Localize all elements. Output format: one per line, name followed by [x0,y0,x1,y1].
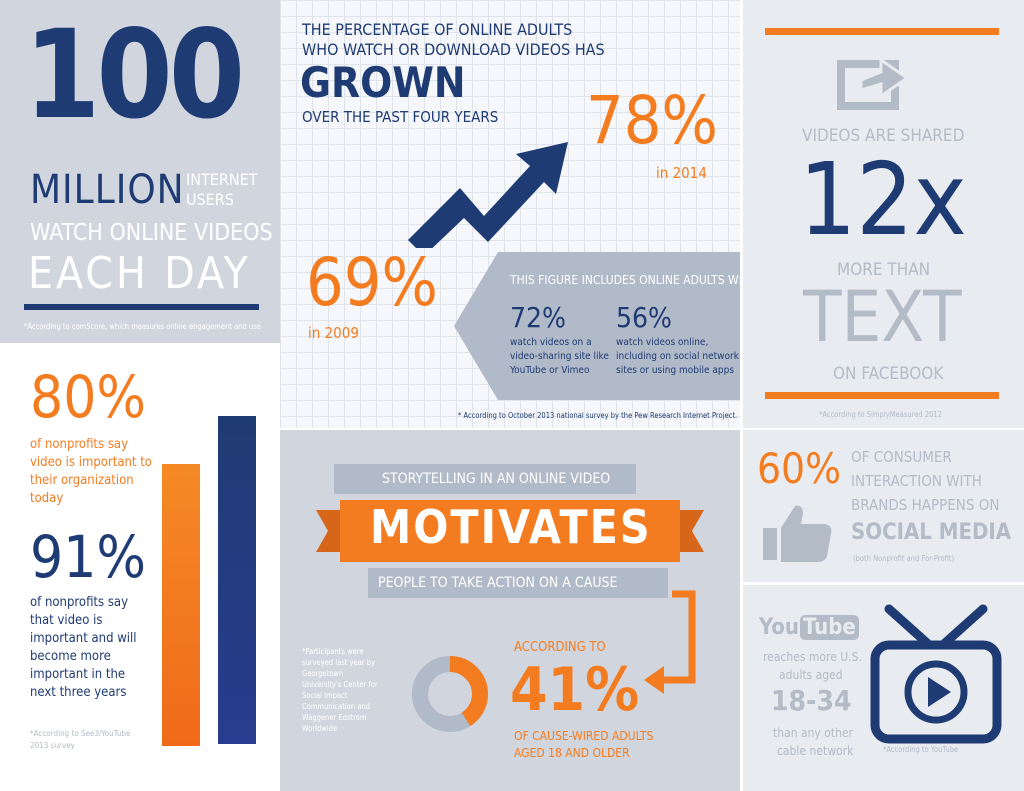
survey-note-line: Communication and [302,702,371,711]
pct-91: 91% [30,523,146,591]
pct-41: 41% [510,655,640,725]
source-note-line2: 2013 survey [30,741,75,750]
donut-value-arc [412,656,488,732]
yt-age: 18-34 [771,684,852,717]
stat2-line3: sites or using mobile apps [616,365,735,376]
big-number: 100 [24,4,245,146]
bar-80-percent [162,464,200,746]
p80-line1: of nonprofits say [30,437,129,452]
p91-line3: important and will [30,631,137,646]
panel-grown: THE PERCENTAGE OF ONLINE ADULTS WHO WATC… [280,0,740,428]
survey-note-line: University's Center for [302,680,378,689]
youtube-logo-tube: Tube [800,615,859,640]
yt-line3: than any other [773,726,853,740]
internet-label: INTERNET [186,170,258,189]
youtube-logo: You Tube [759,615,859,640]
according-to-label: ACCORDING TO [514,640,606,655]
each-day-label: EACH DAY [28,248,251,299]
social-line2: INTERACTION WITH [851,472,982,490]
yt-line2: adults aged [779,668,843,682]
cause-line2: AGED 18 AND OLDER [514,746,630,760]
p80-line3: their organization [30,473,134,488]
users-label: USERS [186,190,234,209]
p91-line6: next three years [30,685,127,700]
source-note: *According to YouTube [883,745,959,754]
motivates-ribbon [316,500,704,562]
survey-note-line: Waggener Edstrom [302,713,367,722]
social-line1: OF CONSUMER [851,448,952,466]
on-facebook-label: ON FACEBOOK [833,364,944,384]
storytelling-label: STORYTELLING IN AN ONLINE VIDEO [382,471,611,487]
year-2014: in 2014 [656,164,707,182]
pct-60: 60% [757,444,841,493]
storytelling-banner [334,464,636,494]
stat2-pct: 56% [616,301,672,334]
p91-line4: become more [30,649,111,664]
survey-note-line: Social Impact [302,691,348,700]
bar-91-percent [218,416,256,744]
p80-line4: today [30,491,64,506]
stat1-line1: watch videos on a [510,337,592,348]
source-note: *According to SimplyMeasured 2012 [819,410,942,419]
top-orange-bar [765,28,999,35]
source-note: * According to October 2013 national sur… [458,411,738,420]
yt-line4: cable network [777,744,854,758]
p91-line1: of nonprofits say [30,595,129,610]
stat1-pct: 72% [510,301,566,334]
motivates-label: MOTIVATES [370,500,652,554]
panel-storytelling: STORYTELLING IN AN ONLINE VIDEO MOTIVATE… [280,430,740,791]
people-label: PEOPLE TO TAKE ACTION ON A CAUSE [378,575,618,591]
text-label: TEXT [803,276,962,358]
social-line4: SOCIAL MEDIA [851,520,1012,545]
donut-chart [412,656,488,732]
panel-nonprofits: 80% of nonprofits say video is important… [0,346,278,791]
shared-label: VIDEOS ARE SHARED [802,126,965,146]
source-note: *According to comScore, which measures o… [24,322,261,331]
share-icon [837,57,910,110]
panel-youtube: You Tube reaches more U.S. adults aged 18… [743,585,1024,791]
television-icon [870,604,1002,744]
p80-line2: video is important to [30,455,152,470]
survey-note-line: *Participants were [302,647,364,656]
year-2009: in 2009 [308,324,359,342]
heading-line4: OVER THE PAST FOUR YEARS [302,108,499,126]
grown-label: GROWN [300,58,466,107]
connector-arrow-icon [644,590,696,694]
source-note-line1: *According to See3/YouTube [30,729,131,738]
figure-callout-shape [454,252,740,400]
twelve-x: 12x [799,141,967,258]
bottom-orange-bar [765,392,999,399]
underline-bar [24,304,259,310]
panel-shared: VIDEOS ARE SHARED 12x MORE THAN TEXT ON … [743,0,1024,428]
pct-2009: 69% [306,244,438,321]
p91-line5: important in the [30,667,126,682]
source-note: (both Nonprofit and For-Profit) [853,554,955,563]
survey-note-line: Worldwide [302,724,338,733]
stat2-line1: watch videos online, [616,337,709,348]
growth-arrow-icon [408,142,568,248]
million-label: MILLION [30,167,185,213]
social-line3: BRANDS HAPPENS ON [851,496,1000,514]
heading-line1: THE PERCENTAGE OF ONLINE ADULTS [302,20,573,39]
yt-line1: reaches more U.S. [763,650,862,664]
youtube-logo-you: You [759,615,800,640]
pct-80: 80% [30,363,146,431]
pct-2014: 78% [586,82,718,159]
people-banner [368,568,668,598]
watch-label: WATCH ONLINE VIDEOS [30,220,273,246]
stat1-line2: video-sharing site like [510,351,609,362]
thumbs-up-icon [763,505,832,562]
p91-line2: that video is [30,613,103,628]
figure-title: THIS FIGURE INCLUDES ONLINE ADULTS WHO: [510,273,740,287]
survey-note-line: Georgetown [302,669,344,678]
survey-note-line: surveyed last year by [302,658,376,667]
heading-line2: WHO WATCH OR DOWNLOAD VIDEOS HAS [302,40,605,59]
more-than-label: MORE THAN [837,260,931,280]
cause-line1: OF CAUSE-WIRED ADULTS [514,729,654,743]
panel-100-million: 100 MILLION INTERNET USERS WATCH ONLINE … [0,0,280,343]
stat1-line3: YouTube or Vimeo [510,365,590,376]
stat2-line2: including on social network [616,351,739,362]
panel-social-media: 60% OF CONSUMER INTERACTION WITH BRANDS … [743,430,1024,582]
